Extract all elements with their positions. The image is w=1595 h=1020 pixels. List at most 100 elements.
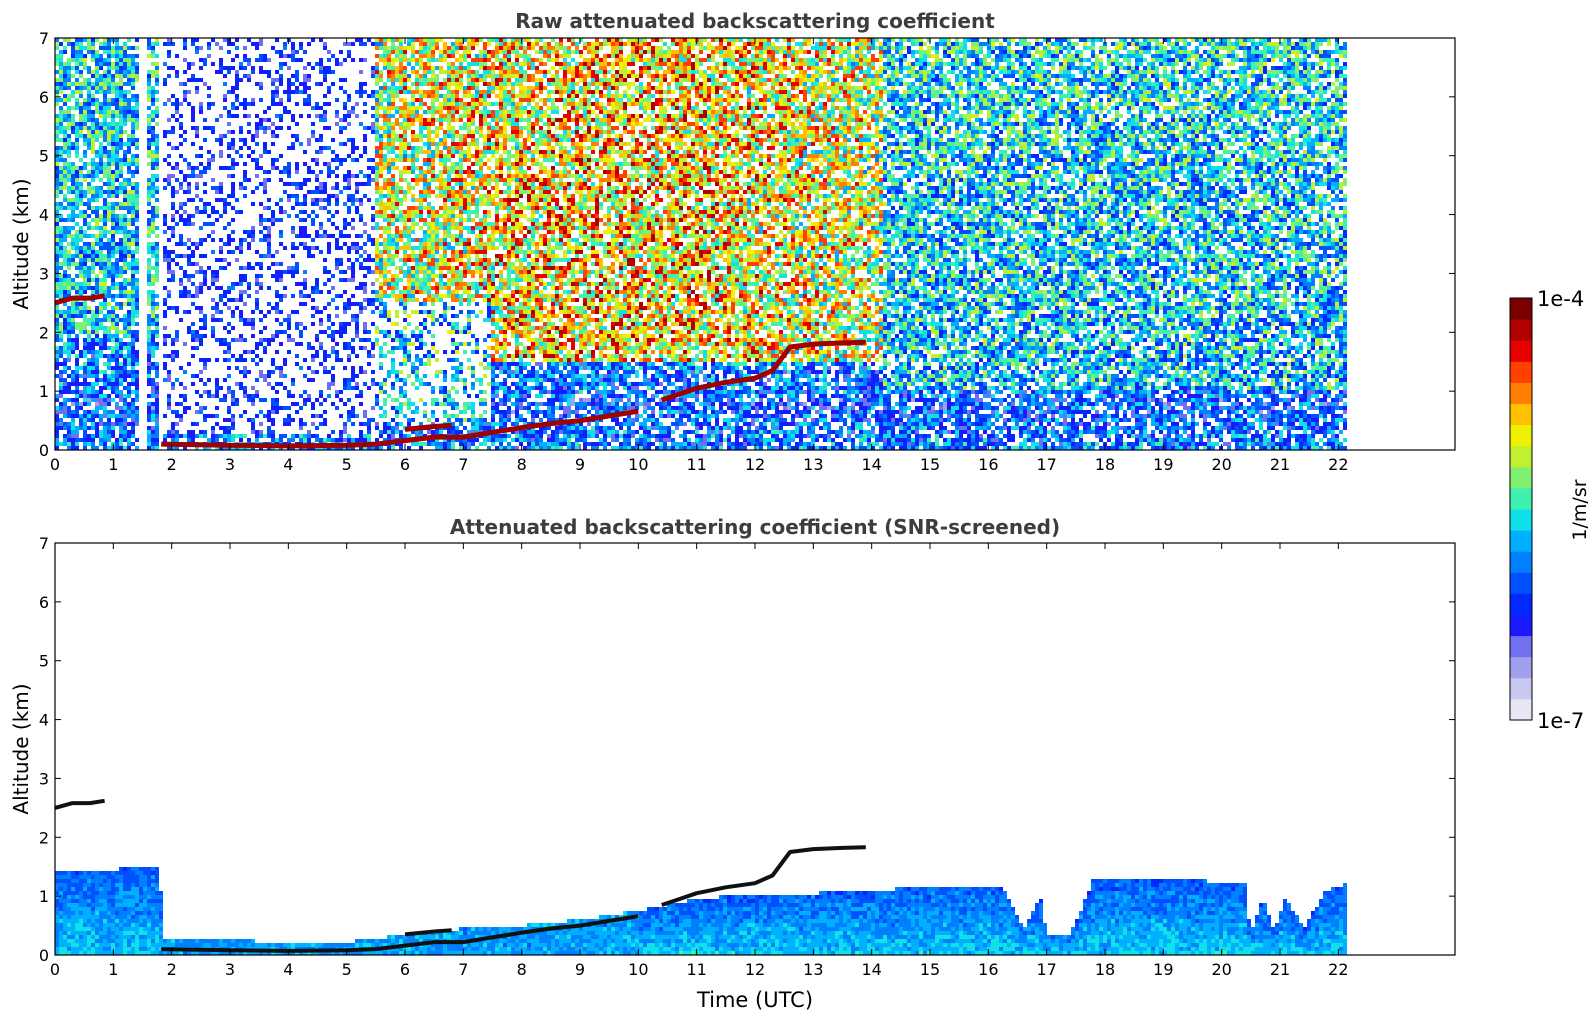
xtick-label-raw-10: 10 [628,455,648,474]
xtick-label-screened-8: 8 [517,960,527,979]
xtick-label-screened-14: 14 [861,960,881,979]
panel-screened-heatmap [55,798,1347,955]
colorbar-swatch-3 [1510,635,1532,658]
heatmap-screened-field [55,867,1347,955]
heatmap-raw-field [55,38,1347,450]
panel-screened-title: Attenuated backscattering coefficient (S… [450,515,1060,539]
xtick-label-raw-7: 7 [458,455,468,474]
xtick-label-screened-17: 17 [1036,960,1056,979]
colorbar-swatches [1510,298,1532,721]
xtick-label-raw-15: 15 [920,455,940,474]
colorbar-swatch-10 [1510,487,1532,510]
ytick-label-screened-1: 1 [39,887,49,906]
colorbar-swatch-8 [1510,530,1532,552]
xtick-label-raw-12: 12 [745,455,765,474]
ytick-label-raw-0: 0 [39,441,49,460]
xtick-label-screened-10: 10 [628,960,648,979]
layer-raw-2 [660,339,866,403]
xtick-label-screened-7: 7 [458,960,468,979]
layer-raw-0 [161,408,639,449]
panel-screened: Attenuated backscattering coefficient (S… [9,515,1456,1012]
colorbar-swatch-15 [1510,382,1532,404]
colorbar-swatch-0 [1510,698,1532,721]
xtick-label-screened-12: 12 [745,960,765,979]
layer-screened-0 [161,914,639,953]
ytick-label-raw-5: 5 [39,147,49,166]
colorbar-swatch-5 [1510,593,1532,615]
colorbar-swatch-14 [1510,403,1532,426]
ytick-label-raw-3: 3 [39,264,49,283]
xtick-label-raw-17: 17 [1036,455,1056,474]
colorbar-swatch-13 [1510,424,1532,447]
xtick-label-raw-11: 11 [686,455,706,474]
xtick-label-raw-14: 14 [861,455,881,474]
xtick-label-screened-16: 16 [978,960,998,979]
panel-screened-ylabel: Altitude (km) [9,683,33,814]
layer-screened-1 [404,928,452,937]
colorbar-max-label: 1e-4 [1537,287,1584,311]
ytick-label-screened-2: 2 [39,828,49,847]
xtick-label-screened-4: 4 [283,960,293,979]
xtick-label-screened-1: 1 [108,960,118,979]
layer-raw-3 [55,293,105,306]
xtick-label-raw-20: 20 [1211,455,1231,474]
xtick-label-raw-8: 8 [517,455,527,474]
layer-raw-1 [404,422,452,432]
ytick-label-screened-3: 3 [39,769,49,788]
colorbar-swatch-17 [1510,340,1532,362]
xtick-label-raw-16: 16 [978,455,998,474]
xtick-label-screened-13: 13 [803,960,823,979]
xtick-label-raw-2: 2 [167,455,177,474]
colorbar-swatch-19 [1510,298,1532,320]
xtick-label-raw-19: 19 [1153,455,1173,474]
ytick-label-screened-4: 4 [39,711,49,730]
xtick-label-raw-21: 21 [1270,455,1290,474]
ytick-label-screened-7: 7 [39,534,49,553]
colorbar-swatch-2 [1510,656,1532,679]
layer-screened-3 [55,798,105,810]
colorbar-swatch-4 [1510,614,1532,637]
layer-screened-2 [661,845,866,907]
panel-raw: Raw attenuated backscattering coefficien… [9,9,1456,474]
colorbar-swatch-9 [1510,509,1532,531]
xtick-label-raw-4: 4 [283,455,293,474]
xtick-label-raw-9: 9 [575,455,585,474]
xtick-label-screened-18: 18 [1095,960,1115,979]
xtick-label-screened-15: 15 [920,960,940,979]
xtick-label-raw-1: 1 [108,455,118,474]
xtick-label-raw-6: 6 [400,455,410,474]
xtick-label-screened-9: 9 [575,960,585,979]
colorbar-swatch-7 [1510,551,1532,573]
colorbar-min-label: 1e-7 [1537,709,1584,733]
ytick-label-raw-1: 1 [39,382,49,401]
panel-raw-ylabel: Altitude (km) [9,178,33,309]
xtick-label-raw-13: 13 [803,455,823,474]
xtick-label-screened-21: 21 [1270,960,1290,979]
ytick-label-screened-0: 0 [39,946,49,965]
xtick-label-raw-22: 22 [1328,455,1348,474]
ytick-label-raw-2: 2 [39,323,49,342]
colorbar-swatch-6 [1510,572,1532,594]
xtick-label-screened-0: 0 [50,960,60,979]
panel-screened-xlabel: Time (UTC) [696,988,813,1012]
ytick-label-screened-5: 5 [39,652,49,671]
colorbar-swatch-18 [1510,319,1532,341]
colorbar-swatch-11 [1510,466,1532,489]
colorbar-swatch-1 [1510,677,1532,700]
colorbar: 1e-4 1e-7 1/m/sr [1509,287,1591,733]
colorbar-swatch-16 [1510,361,1532,383]
ytick-label-raw-4: 4 [39,206,49,225]
panel-raw-heatmap [55,38,1347,450]
xtick-label-screened-6: 6 [400,960,410,979]
xtick-label-raw-0: 0 [50,455,60,474]
panel-screened-axes: 0 1 2 3 4 5 6 7 8 9 10 11 12 13 14 15 16 17 18 19 20 21 220123… [39,534,1455,979]
xtick-label-screened-5: 5 [342,960,352,979]
xtick-label-raw-18: 18 [1095,455,1115,474]
colorbar-frame [1509,297,1533,721]
xtick-label-raw-3: 3 [225,455,235,474]
xtick-label-screened-20: 20 [1211,960,1231,979]
xtick-label-raw-5: 5 [342,455,352,474]
xtick-label-screened-2: 2 [167,960,177,979]
panel-raw-axes: 0 1 2 3 4 5 6 7 8 9 10 11 12 13 14 15 16 17 18 19 20 21 220123… [39,29,1455,474]
